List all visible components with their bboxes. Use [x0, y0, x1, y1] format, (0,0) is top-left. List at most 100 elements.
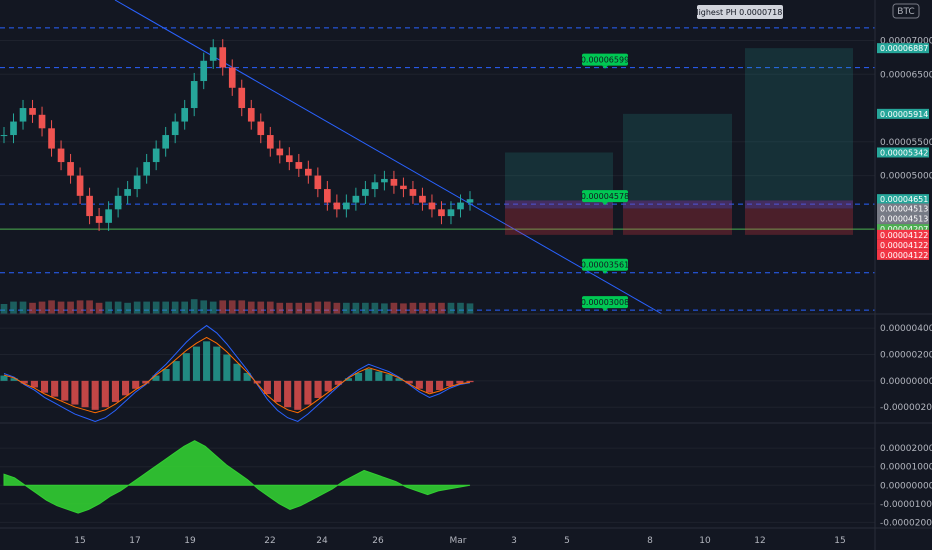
candle-body — [95, 216, 103, 223]
volume-bar — [181, 301, 189, 314]
candle-body — [419, 195, 426, 203]
macd-histogram-bar — [101, 380, 109, 408]
volume-bar — [219, 300, 227, 314]
volume-bar — [19, 301, 27, 314]
entry-band — [623, 200, 732, 209]
price-level-tag — [582, 190, 628, 203]
price-tag — [877, 147, 929, 158]
macd-histogram — [0, 341, 474, 410]
macd-histogram-bar — [142, 380, 150, 384]
volume-bar — [381, 303, 388, 314]
volume-bar — [438, 302, 445, 314]
time-tick-label: Mar — [450, 536, 467, 546]
volume-bar — [0, 304, 8, 314]
time-tick-label: 19 — [184, 536, 196, 546]
price-tag-label: 0.00004122 — [880, 241, 928, 250]
price-tag-label: 0.00005342 — [880, 148, 928, 157]
macd-histogram-bar — [10, 378, 18, 381]
price-tag — [877, 224, 929, 235]
price-tag-label: 0.00004207 — [880, 225, 928, 234]
time-axis[interactable]: 15 17 19 22 24 26 Mar 3 5 8 10 12 15 — [74, 536, 845, 546]
candle-body — [67, 162, 74, 176]
macd-histogram-bar — [30, 380, 38, 388]
macd-histogram-bar — [365, 369, 373, 381]
macd-histogram-bar — [304, 380, 312, 405]
macd-tick-label: 0.00000400 — [880, 324, 932, 334]
candle-body — [133, 175, 141, 190]
candle-body — [285, 155, 293, 163]
macd-histogram-bar — [436, 380, 444, 391]
volume-bar — [419, 302, 426, 314]
volume-bar — [48, 300, 55, 314]
time-tick-label: 26 — [372, 536, 384, 546]
oscillator-tick-label: -0.00001000 — [880, 500, 932, 510]
candle-body — [228, 67, 236, 88]
time-tick-label: 10 — [699, 536, 711, 546]
volume-bar — [10, 301, 17, 314]
macd-axis[interactable]: 0.00000400 0.00000200 0.00000000 -0.0000020… — [880, 324, 932, 413]
macd-histogram-bar — [273, 380, 282, 402]
price-level-tag — [582, 296, 628, 309]
price-tick-label: 0.00005500 — [880, 138, 932, 148]
macd-pane[interactable]: 0.00000400 0.00000200 0.00000000 -0.0000020… — [0, 315, 932, 423]
macd-histogram-bar — [243, 372, 251, 381]
volume-bar — [114, 301, 122, 314]
time-tick-label: 5 — [564, 536, 570, 546]
macd-histogram-bar — [375, 371, 383, 381]
loss-zone — [623, 208, 732, 235]
oscillator-area-fill — [3, 440, 471, 514]
price-pane[interactable]: 0.00007000 0.00006500 0.00005500 0.00005000… — [0, 0, 932, 315]
candle-body — [390, 178, 398, 186]
oscillator-tick-label: 0.00002000 — [880, 444, 932, 454]
price-tag-label: 0.00004651 — [880, 195, 928, 204]
oscillator-pane[interactable]: 0.00002000 0.00001000 0.00000000 -0.0000100… — [0, 424, 932, 528]
macd-histogram-bar — [425, 380, 434, 393]
candle-body — [333, 202, 341, 210]
price-level-tags: 0.00006599 0.00004578 0.00003561 0.00003008 — [581, 53, 629, 312]
macd-histogram-bar — [253, 380, 261, 384]
macd-histogram-bar — [415, 380, 423, 389]
volume-bar — [304, 302, 312, 314]
volume-bar — [257, 301, 265, 314]
price-tag-label: 0.00004513 — [880, 214, 928, 223]
time-tick-label: 8 — [647, 536, 653, 546]
macd-histogram-bar — [395, 378, 403, 381]
candle-body — [29, 108, 36, 115]
candle-body — [438, 209, 445, 217]
candle-body — [209, 47, 217, 61]
volume-bar — [362, 302, 369, 314]
macd-histogram-bar — [446, 380, 454, 387]
macd-tick-label: 0.00000000 — [880, 377, 932, 387]
candle-body — [219, 47, 227, 68]
candle-body — [428, 202, 436, 210]
volume-bar — [152, 301, 160, 314]
candle-body — [266, 135, 274, 149]
time-tick-label: 15 — [74, 536, 85, 546]
macd-histogram-bar — [314, 380, 322, 398]
price-axis[interactable]: 0.00007000 0.00006500 0.00005500 0.00005000 — [880, 37, 932, 182]
highest-ph-note: Highest PH 0.00007187 — [693, 5, 787, 19]
macd-histogram-bar — [91, 380, 99, 410]
volume-bar — [352, 302, 360, 314]
candle-body — [409, 189, 417, 196]
price-tag — [877, 43, 929, 54]
oscillator-axis[interactable]: 0.00002000 0.00001000 0.00000000 -0.0000100… — [880, 444, 932, 528]
entry-band — [505, 200, 613, 209]
price-tick-label: 0.00005000 — [880, 172, 932, 182]
candle-body — [105, 209, 112, 223]
price-tag — [877, 239, 929, 250]
macd-histogram-bar — [192, 346, 201, 381]
macd-histogram-bar — [111, 380, 119, 402]
candle-body — [171, 121, 179, 136]
oscillator-tick-label: -0.00002000 — [880, 518, 932, 528]
macd-histogram-bar — [334, 380, 342, 385]
volume-bar — [95, 302, 103, 314]
volume-bar — [447, 302, 455, 314]
candle-body — [124, 189, 131, 196]
macd-histogram-bar — [223, 354, 231, 381]
macd-tick-label: -0.00000200 — [880, 403, 932, 413]
macd-histogram-bar — [0, 375, 8, 381]
candle-body — [190, 81, 198, 109]
macd-line — [3, 324, 471, 422]
